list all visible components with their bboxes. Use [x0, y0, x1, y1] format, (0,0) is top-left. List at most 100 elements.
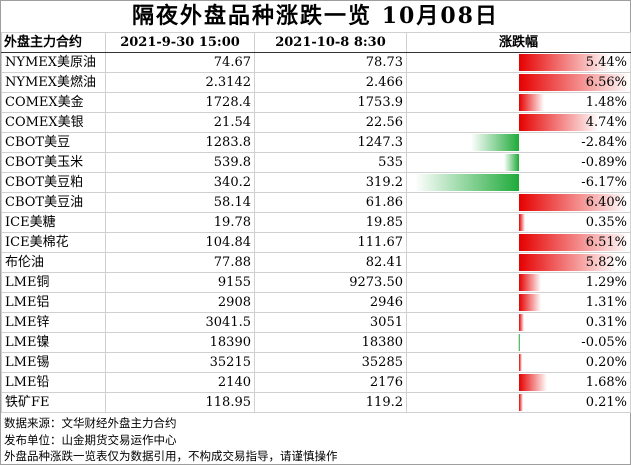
table-row: LME锡 35215 35285 0.20%	[1, 352, 631, 373]
change-bar-up	[519, 254, 618, 271]
price-1008: 9273.50	[254, 272, 407, 293]
page-title: 隔夜外盘品种涨跌一览 10月08日	[1, 1, 630, 33]
price-1008: 78.73	[254, 52, 407, 73]
table-row: LME锌 3041.5 3051 0.31%	[1, 312, 631, 333]
change-bar-up	[519, 94, 545, 111]
change-cell: 5.82%	[406, 252, 631, 273]
price-0930: 118.95	[105, 392, 255, 413]
change-percent: 1.68%	[585, 375, 627, 390]
table-row: 布伦油 77.88 82.41 5.82%	[1, 252, 631, 273]
change-cell: 1.48%	[406, 92, 631, 113]
change-percent: 0.21%	[585, 395, 627, 410]
change-bar-down	[414, 174, 519, 191]
contract-name: CBOT美豆	[1, 132, 106, 153]
change-percent: 6.56%	[585, 75, 627, 90]
price-1008: 18380	[254, 332, 407, 353]
price-0930: 35215	[105, 352, 255, 373]
change-cell: 0.21%	[406, 392, 631, 413]
change-cell: 1.29%	[406, 272, 631, 293]
change-cell: 6.56%	[406, 72, 631, 93]
change-bar-up	[519, 234, 630, 251]
change-cell: 1.68%	[406, 372, 631, 393]
change-cell: 0.31%	[406, 312, 631, 333]
price-1008: 61.86	[254, 192, 407, 213]
change-bar-up	[519, 54, 612, 71]
quote-table: 外盘主力合约 2021-9-30 15:00 2021-10-8 8:30 涨跌…	[1, 32, 631, 413]
change-percent: 4.74%	[585, 115, 627, 130]
header-name: 外盘主力合约	[1, 32, 106, 53]
price-1008: 2176	[254, 372, 407, 393]
change-cell: -6.17%	[406, 172, 631, 193]
table-row: COMEX美银 21.54 22.56 4.74%	[1, 112, 631, 133]
price-0930: 9155	[105, 272, 255, 293]
change-cell: 0.35%	[406, 212, 631, 233]
header-row: 外盘主力合约 2021-9-30 15:00 2021-10-8 8:30 涨跌…	[1, 32, 631, 53]
price-1008: 82.41	[254, 252, 407, 273]
footer-source: 数据来源：文华财经外盘主力合约	[4, 416, 177, 430]
change-bar-down	[470, 134, 519, 151]
price-1008: 1247.3	[254, 132, 407, 153]
contract-name: ICE美棉花	[1, 232, 106, 253]
change-bar-up	[519, 294, 542, 311]
contract-name: ICE美糖	[1, 212, 106, 233]
change-bar-up	[519, 274, 541, 291]
change-bar-down	[518, 334, 520, 351]
change-cell: -2.84%	[406, 132, 631, 153]
change-percent: 5.44%	[585, 55, 627, 70]
change-bar-up	[519, 374, 548, 391]
change-percent: -6.17%	[581, 175, 627, 190]
change-cell: 4.74%	[406, 112, 631, 133]
contract-name: LME锌	[1, 312, 106, 333]
table-row: NYMEX美原油 74.67 78.73 5.44%	[1, 52, 631, 73]
change-percent: 1.31%	[585, 295, 627, 310]
contract-name: LME铝	[1, 292, 106, 313]
change-percent: -0.89%	[581, 155, 627, 170]
change-percent: 0.20%	[585, 355, 627, 370]
table-row: LME镍 18390 18380 -0.05%	[1, 332, 631, 353]
price-0930: 2140	[105, 372, 255, 393]
price-1008: 2.466	[254, 72, 407, 93]
change-bar-up	[519, 214, 525, 231]
price-1008: 1753.9	[254, 92, 407, 113]
price-1008: 35285	[254, 352, 407, 373]
contract-name: CBOT美豆油	[1, 192, 106, 213]
price-1008: 111.67	[254, 232, 407, 253]
change-percent: 1.29%	[585, 275, 627, 290]
change-percent: 6.51%	[585, 235, 627, 250]
price-1008: 119.2	[254, 392, 407, 413]
price-0930: 1283.8	[105, 132, 255, 153]
contract-name: NYMEX美燃油	[1, 72, 106, 93]
change-bar-up	[519, 394, 523, 411]
price-1008: 2946	[254, 292, 407, 313]
contract-name: NYMEX美原油	[1, 52, 106, 73]
price-0930: 340.2	[105, 172, 255, 193]
footer-publisher: 发布单位：山金期货交易运作中心	[4, 432, 177, 447]
change-cell: -0.89%	[406, 152, 631, 173]
change-bar-up	[519, 114, 600, 131]
contract-name: CBOT美玉米	[1, 152, 106, 173]
price-0930: 3041.5	[105, 312, 255, 333]
price-1008: 19.85	[254, 212, 407, 233]
price-0930: 77.88	[105, 252, 255, 273]
price-0930: 58.14	[105, 192, 255, 213]
contract-name: COMEX美金	[1, 92, 106, 113]
change-cell: -0.05%	[406, 332, 631, 353]
change-bar-up	[519, 194, 628, 211]
contract-name: LME铜	[1, 272, 106, 293]
price-0930: 1728.4	[105, 92, 255, 113]
change-cell: 6.51%	[406, 232, 631, 253]
table-row: CBOT美豆 1283.8 1247.3 -2.84%	[1, 132, 631, 153]
footer-notes: 数据来源：文华财经外盘主力合约 发布单位：山金期货交易运作中心 外盘品种涨跌一览…	[4, 415, 624, 465]
contract-name: LME铅	[1, 372, 106, 393]
price-0930: 18390	[105, 332, 255, 353]
price-0930: 104.84	[105, 232, 255, 253]
table-row: 铁矿FE 118.95 119.2 0.21%	[1, 392, 631, 413]
table-row: ICE美糖 19.78 19.85 0.35%	[1, 212, 631, 233]
change-bar-down	[503, 154, 519, 171]
price-0930: 19.78	[105, 212, 255, 233]
table-row: ICE美棉花 104.84 111.67 6.51%	[1, 232, 631, 253]
change-percent: 0.35%	[585, 215, 627, 230]
change-cell: 0.20%	[406, 352, 631, 373]
header-date2: 2021-10-8 8:30	[254, 32, 407, 53]
